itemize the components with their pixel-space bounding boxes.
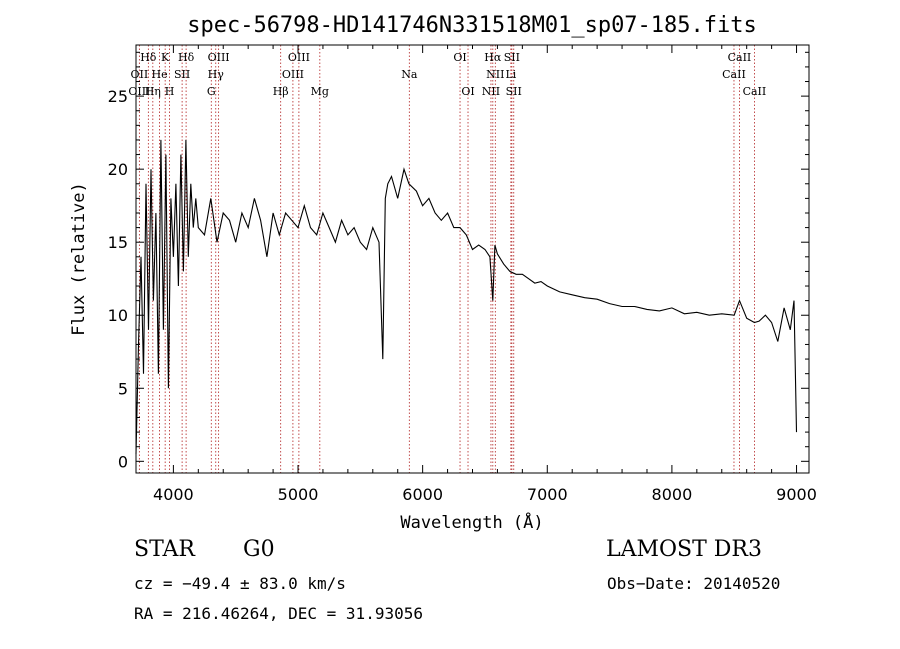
line-label: OI: [453, 51, 466, 64]
y-tick-label: 20: [108, 160, 128, 179]
line-label: Hβ: [273, 85, 289, 98]
survey-name: LAMOST DR3: [606, 537, 762, 562]
y-axis: 0 5 10 15 20 25: [108, 51, 809, 471]
line-label: Li: [505, 68, 516, 81]
line-label: Hγ: [208, 68, 225, 81]
emission-line-markers: [138, 45, 755, 473]
line-label: CaII: [728, 51, 752, 64]
x-tick-label: 8000: [652, 485, 693, 504]
line-label: G: [207, 85, 216, 98]
y-tick-label: 5: [118, 379, 128, 398]
y-tick-label: 0: [118, 452, 128, 471]
line-label: OII: [131, 68, 149, 81]
line-label: NII: [482, 85, 500, 98]
x-tick-label: 5000: [278, 485, 319, 504]
line-label: SII: [504, 51, 520, 64]
x-tick-label: 6000: [402, 485, 443, 504]
chart-title: spec-56798-HD141746N331518M01_sp07-185.f…: [187, 13, 757, 38]
line-label: SII: [506, 85, 522, 98]
line-label: CaII: [722, 68, 746, 81]
line-label: NII: [486, 68, 504, 81]
y-tick-label: 10: [108, 306, 128, 325]
line-label: K: [161, 51, 170, 64]
line-label: Hα: [484, 51, 502, 64]
line-label: OIII: [208, 51, 230, 64]
object-class: STAR: [134, 537, 195, 562]
line-label: He: [152, 68, 168, 81]
line-label: OIII: [288, 51, 310, 64]
x-tick-label: 4000: [153, 485, 194, 504]
line-label: Hδ: [178, 51, 195, 64]
y-tick-label: 25: [108, 87, 128, 106]
line-label: CaII: [743, 85, 767, 98]
line-label: Hδ: [140, 51, 157, 64]
y-tick-label: 15: [108, 233, 128, 252]
sky-coordinates: RA = 216.46264, DEC = 31.93056: [134, 604, 423, 623]
flux-series-line: [135, 139, 798, 455]
y-axis-label: Flux (relative): [69, 182, 89, 336]
redshift-velocity: cz = −49.4 ± 83.0 km/s: [134, 574, 346, 593]
plot-frame: [135, 44, 810, 474]
line-label: Hη: [145, 85, 161, 98]
object-subclass: G0: [243, 537, 275, 562]
line-label: Mg: [311, 85, 329, 98]
line-label: SII: [174, 68, 190, 81]
observation-date: Obs−Date: 20140520: [607, 574, 781, 593]
line-label: OI: [461, 85, 474, 98]
line-label: H: [165, 85, 175, 98]
line-label: Na: [401, 68, 418, 81]
line-label: OIII: [128, 85, 150, 98]
line-label: OIII: [282, 68, 304, 81]
x-tick-label: 9000: [776, 485, 817, 504]
x-axis-label: Wavelength (Å): [400, 511, 543, 533]
x-axis: 4000 5000 6000 7000 8000 9000: [153, 45, 817, 504]
x-tick-label: 7000: [527, 485, 568, 504]
